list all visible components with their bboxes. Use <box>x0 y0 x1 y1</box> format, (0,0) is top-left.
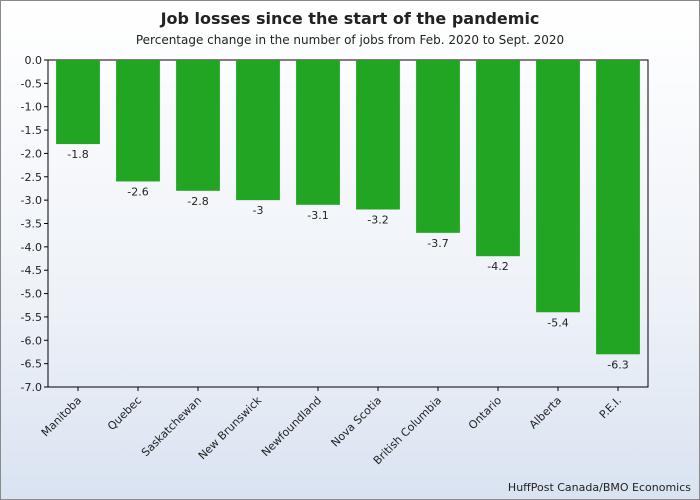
bar <box>56 60 100 145</box>
y-tick-label: -1.0 <box>21 101 42 114</box>
data-label: -5.4 <box>547 316 568 329</box>
y-tick-label: 0.0 <box>25 54 43 67</box>
x-tick-label: New Brunswick <box>196 393 265 462</box>
x-tick-label: Nova Scotia <box>329 394 385 450</box>
data-label: -3.1 <box>307 209 328 222</box>
y-tick-label: -2.5 <box>21 171 42 184</box>
y-tick-label: -5.0 <box>21 288 42 301</box>
y-tick-label: -4.0 <box>21 241 42 254</box>
y-tick-label: -1.5 <box>21 124 42 137</box>
chart-subtitle: Percentage change in the number of jobs … <box>135 33 565 47</box>
bar <box>476 60 520 257</box>
x-tick-label: Quebec <box>105 394 144 433</box>
source-credit: HuffPost Canada/BMO Economics <box>507 481 691 494</box>
y-tick-label: -2.0 <box>21 147 42 160</box>
data-label: -2.6 <box>127 185 148 198</box>
bar <box>116 60 160 182</box>
x-tick-label: Manitoba <box>39 394 84 439</box>
bar <box>416 60 460 233</box>
data-label: -1.8 <box>67 148 88 161</box>
x-tick-label: Saskatchewan <box>139 394 204 459</box>
bar <box>296 60 340 205</box>
bar <box>536 60 580 313</box>
y-tick-label: -5.5 <box>21 311 42 324</box>
chart-title: Job losses since the start of the pandem… <box>160 9 540 28</box>
bar <box>356 60 400 210</box>
x-tick-label: P.E.I. <box>597 394 624 421</box>
y-tick-label: -3.5 <box>21 218 42 231</box>
y-tick-label: -6.5 <box>21 358 42 371</box>
data-label: -3.7 <box>427 237 448 250</box>
y-tick-label: -7.0 <box>21 381 42 394</box>
data-label: -2.8 <box>187 195 208 208</box>
y-tick-label: -3.0 <box>21 194 42 207</box>
y-tick-label: -0.5 <box>21 77 42 90</box>
bar <box>596 60 640 355</box>
y-tick-label: -4.5 <box>21 264 42 277</box>
data-label: -6.3 <box>607 358 628 371</box>
x-tick-label: Newfoundland <box>259 394 324 459</box>
data-label: -3 <box>253 204 264 217</box>
bar <box>176 60 220 191</box>
x-tick-label: Alberta <box>527 394 564 431</box>
data-label: -4.2 <box>487 260 508 273</box>
x-tick-label: Ontario <box>466 394 504 432</box>
data-label: -3.2 <box>367 213 388 226</box>
bar <box>236 60 280 201</box>
y-tick-label: -6.0 <box>21 334 42 347</box>
